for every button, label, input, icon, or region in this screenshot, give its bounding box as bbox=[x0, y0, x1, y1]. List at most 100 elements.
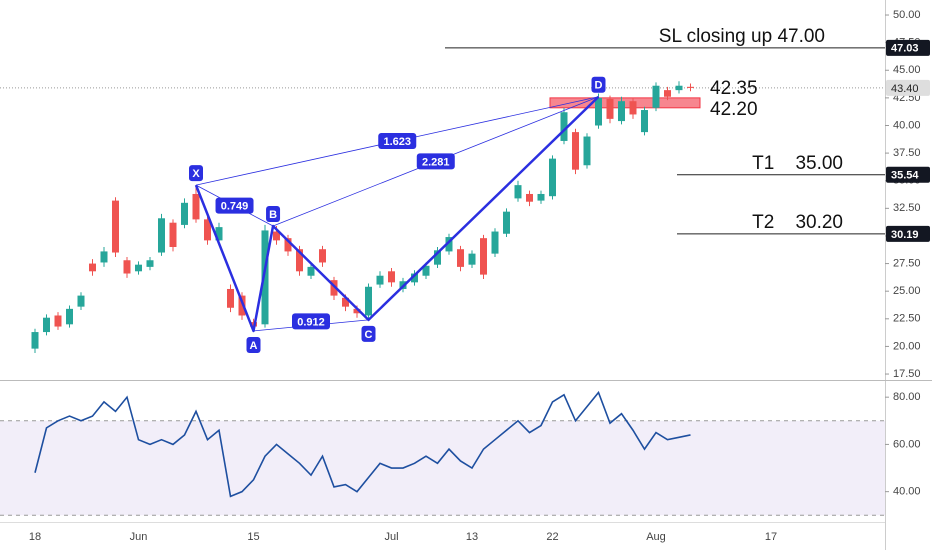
y-tick-label: 25.00 bbox=[893, 285, 921, 297]
price-box bbox=[886, 39, 930, 56]
y-tick-label: 17.50 bbox=[893, 368, 921, 380]
y-tick-label: 50.00 bbox=[893, 9, 921, 21]
rsi-line bbox=[34, 390, 691, 498]
ratio-label: 2.281 bbox=[422, 156, 450, 168]
x-tick-label: 17 bbox=[765, 531, 777, 543]
candle-body bbox=[445, 237, 453, 252]
candle-body bbox=[215, 227, 223, 241]
y-tick-label: 45.00 bbox=[893, 64, 921, 76]
candle-body bbox=[135, 264, 142, 272]
candle-body bbox=[606, 98, 614, 119]
ratio-label: 0.749 bbox=[221, 200, 249, 212]
candle-body bbox=[181, 202, 188, 225]
level-text: SL closing up 47.00 bbox=[659, 26, 825, 47]
x-tick-label: 15 bbox=[247, 531, 259, 543]
candle-body bbox=[353, 308, 361, 314]
ratio-box bbox=[416, 153, 455, 170]
point-label: X bbox=[192, 168, 200, 180]
point-box bbox=[189, 165, 203, 182]
candle-body bbox=[77, 295, 85, 307]
candle-body bbox=[491, 231, 499, 254]
candle-body bbox=[422, 265, 430, 276]
y-tick-label: 22.50 bbox=[893, 313, 921, 325]
price-box-label: 30.19 bbox=[891, 229, 919, 241]
price-box-label: 47.03 bbox=[891, 43, 919, 55]
ratio-box bbox=[215, 197, 254, 214]
candle-body bbox=[457, 249, 464, 267]
candle-body bbox=[480, 238, 487, 275]
candle-body bbox=[43, 317, 50, 333]
candle-body bbox=[664, 90, 671, 97]
candle-body bbox=[31, 332, 39, 349]
candle-body bbox=[89, 263, 96, 272]
candle-body bbox=[319, 249, 326, 263]
x-tick-label: 13 bbox=[466, 531, 478, 543]
candle-body bbox=[123, 260, 131, 274]
candle-body bbox=[526, 193, 533, 202]
pattern-line bbox=[194, 95, 600, 333]
candle-body bbox=[503, 211, 510, 234]
y-tick-label: 20.00 bbox=[893, 340, 921, 352]
candle-body bbox=[537, 193, 545, 201]
y-tick-label: 40.00 bbox=[893, 486, 921, 498]
ratio-box bbox=[292, 313, 330, 330]
candle-body bbox=[652, 85, 660, 108]
point-box bbox=[591, 76, 606, 93]
candle-body bbox=[342, 297, 349, 307]
y-tick-label: 60.00 bbox=[893, 438, 921, 450]
candle-body bbox=[100, 251, 108, 263]
candle-body bbox=[549, 158, 556, 197]
candle-body bbox=[54, 315, 62, 327]
candle-body bbox=[687, 86, 694, 88]
y-tick-label: 40.00 bbox=[893, 119, 921, 131]
candle-body bbox=[261, 230, 269, 325]
candle-body bbox=[434, 250, 441, 265]
candle-body bbox=[376, 275, 384, 285]
candle-body bbox=[388, 271, 395, 283]
point-label: D bbox=[595, 80, 603, 92]
last-price-box bbox=[886, 79, 930, 96]
candle-body bbox=[514, 185, 522, 199]
candle-body bbox=[158, 218, 165, 253]
point-label: B bbox=[269, 209, 277, 221]
candle-body bbox=[641, 110, 648, 133]
candle-body bbox=[675, 85, 683, 91]
point-box bbox=[361, 325, 376, 342]
candle-body bbox=[618, 101, 625, 122]
candle-body bbox=[629, 101, 637, 115]
x-tick-label: 18 bbox=[29, 531, 41, 543]
candle-body bbox=[365, 286, 372, 316]
price-box-label: 35.54 bbox=[891, 170, 919, 182]
ratio-box bbox=[378, 132, 417, 149]
x-tick-label: Jun bbox=[130, 531, 148, 543]
candle-body bbox=[238, 295, 246, 316]
last-price-label: 43.40 bbox=[891, 83, 919, 95]
point-box bbox=[266, 206, 281, 223]
price-box bbox=[886, 225, 930, 242]
candle-body bbox=[146, 260, 154, 267]
annotation: 42.35 bbox=[710, 78, 758, 99]
candle-body bbox=[411, 273, 418, 283]
candle-body bbox=[284, 238, 292, 252]
y-tick-label: 27.50 bbox=[893, 257, 921, 269]
candle-body bbox=[204, 219, 211, 241]
x-tick-label: Jul bbox=[384, 531, 398, 543]
candle-body bbox=[192, 193, 200, 220]
price-box bbox=[886, 166, 930, 183]
point-label: A bbox=[250, 340, 258, 352]
ratio-label: 0.912 bbox=[297, 316, 325, 328]
candle-body bbox=[595, 97, 602, 126]
candle-body bbox=[560, 112, 568, 141]
y-tick-label: 37.50 bbox=[893, 147, 921, 159]
ratio-label: 1.623 bbox=[383, 136, 411, 148]
rsi-band bbox=[0, 420, 885, 516]
x-tick-label: Aug bbox=[646, 531, 666, 543]
level-text: T2 30.20 bbox=[752, 212, 843, 233]
y-tick-label: 80.00 bbox=[893, 391, 921, 403]
point-label: C bbox=[365, 329, 373, 341]
candle-body bbox=[468, 253, 476, 265]
level-text: T1 35.00 bbox=[752, 153, 843, 174]
